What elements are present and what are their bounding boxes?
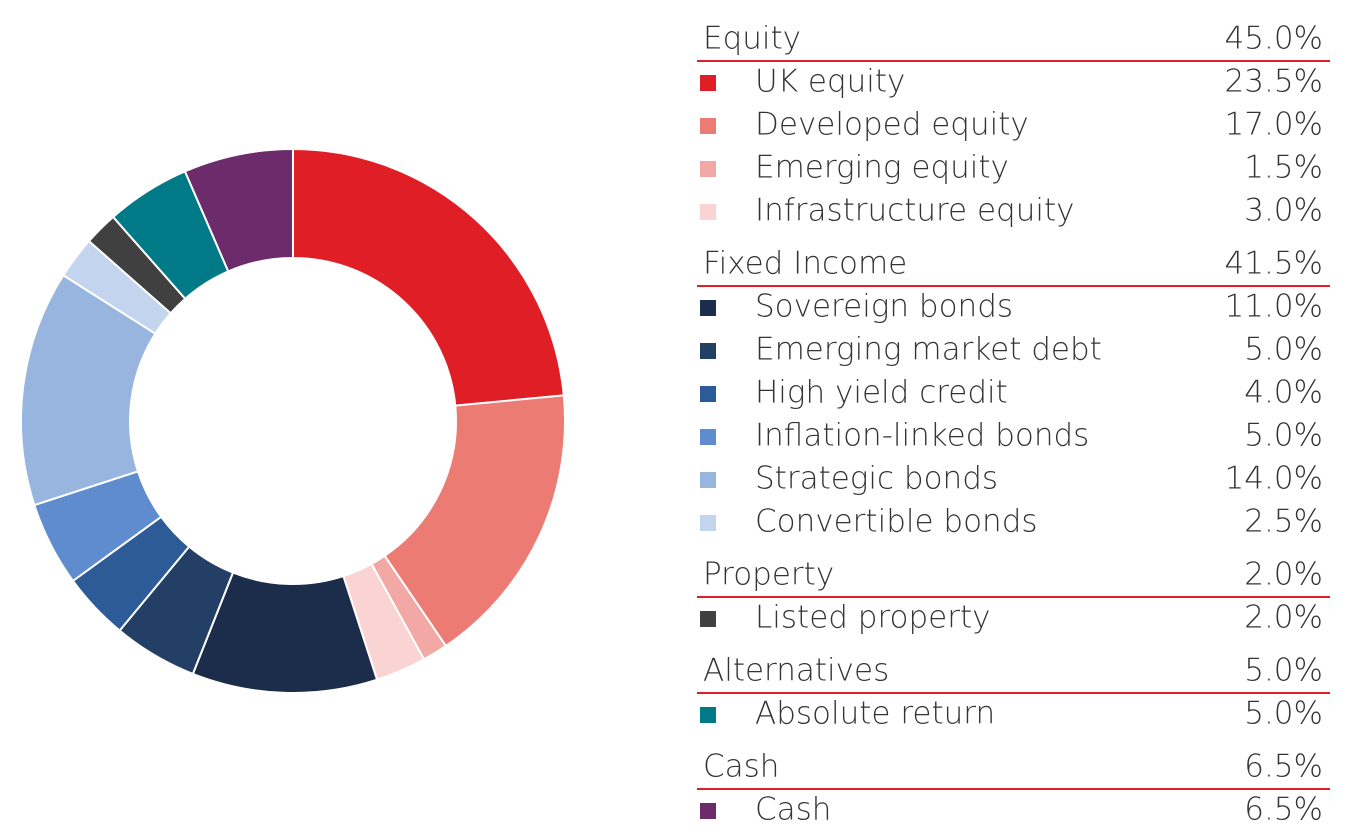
legend-swatch — [700, 161, 716, 177]
group-total: 41.5% — [1225, 246, 1323, 282]
group-name: Alternatives — [703, 653, 889, 689]
legend-swatch — [700, 429, 716, 445]
legend-swatch — [700, 515, 716, 531]
legend-value: 2.0% — [1244, 600, 1323, 636]
legend-label: Sovereign bonds — [755, 289, 1013, 325]
legend-value: 11.0% — [1225, 289, 1323, 325]
legend-label: Emerging market debt — [755, 332, 1102, 368]
donut-segment — [292, 147, 565, 407]
group-name: Cash — [703, 749, 779, 785]
legend-value: 5.0% — [1244, 696, 1323, 732]
legend-label: Strategic bonds — [755, 461, 998, 497]
donut-segment — [183, 147, 294, 273]
legend-label: Developed equity — [755, 107, 1029, 143]
legend-label: Infrastructure equity — [755, 193, 1075, 229]
legend-label: Absolute return — [755, 696, 995, 732]
legend-label: Inflation-linked bonds — [755, 418, 1089, 454]
group-total: 45.0% — [1225, 21, 1323, 57]
legend-label: UK equity — [755, 64, 905, 100]
legend-value: 2.5% — [1244, 504, 1323, 540]
legend-value: 4.0% — [1244, 375, 1323, 411]
legend-swatch — [700, 707, 716, 723]
legend-value: 5.0% — [1244, 332, 1323, 368]
legend-value: 23.5% — [1225, 64, 1323, 100]
legend-label: Listed property — [755, 600, 991, 636]
group-name: Fixed Income — [703, 246, 907, 282]
group-name: Equity — [703, 21, 801, 57]
group-total: 2.0% — [1244, 557, 1323, 593]
legend-swatch — [700, 611, 716, 627]
legend-label: Cash — [755, 792, 831, 828]
legend-swatch — [700, 75, 716, 91]
legend-swatch — [700, 386, 716, 402]
legend-value: 17.0% — [1225, 107, 1323, 143]
legend-value: 1.5% — [1244, 150, 1323, 186]
group-total: 6.5% — [1244, 749, 1323, 785]
legend-value: 14.0% — [1225, 461, 1323, 497]
legend-swatch — [700, 300, 716, 316]
legend-swatch — [700, 204, 716, 220]
legend-swatch — [700, 343, 716, 359]
legend-value: 6.5% — [1244, 792, 1323, 828]
legend-swatch — [700, 803, 716, 819]
legend-value: 3.0% — [1244, 193, 1323, 229]
legend-value: 5.0% — [1244, 418, 1323, 454]
legend-label: Convertible bonds — [755, 504, 1038, 540]
legend-swatch — [700, 472, 716, 488]
donut-segment — [383, 394, 566, 648]
group-name: Property — [703, 557, 834, 593]
legend-label: Emerging equity — [755, 150, 1009, 186]
legend-label: High yield credit — [755, 375, 1008, 411]
group-total: 5.0% — [1244, 653, 1323, 689]
legend-swatch — [700, 118, 716, 134]
